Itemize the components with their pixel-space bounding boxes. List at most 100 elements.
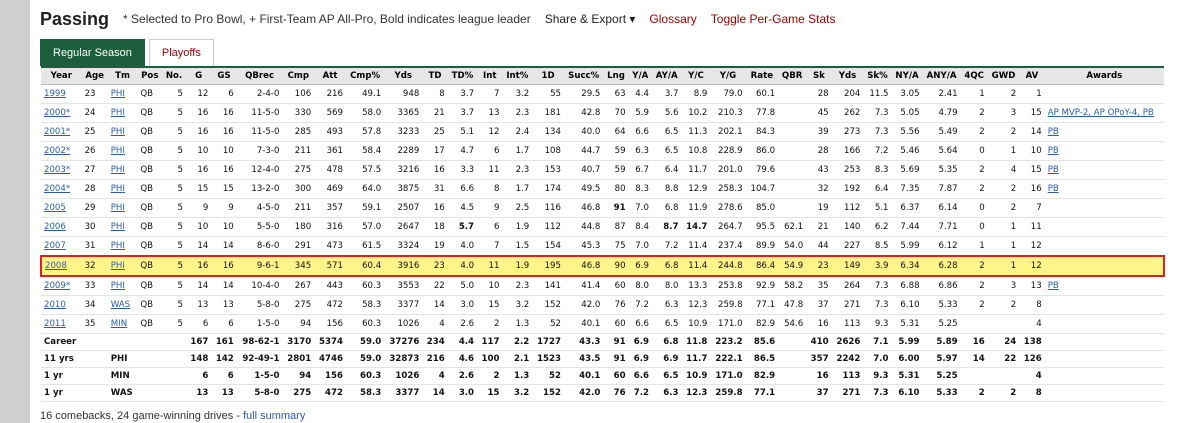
table-cell[interactable]: PHI xyxy=(107,103,138,123)
table-cell: 43.5 xyxy=(564,350,604,368)
table-cell[interactable]: 2002* xyxy=(41,141,82,161)
table-cell[interactable]: 2006 xyxy=(41,217,82,237)
table-cell: 2 xyxy=(477,367,503,385)
table-cell: 142 xyxy=(211,350,237,368)
table-cell[interactable]: PHI xyxy=(107,276,138,296)
table-cell: 569 xyxy=(314,103,346,123)
table-cell: 15 xyxy=(477,295,503,315)
table-cell: 58.3 xyxy=(345,295,385,315)
table-cell[interactable]: 2004* xyxy=(41,179,82,199)
table-cell: 253.8 xyxy=(710,276,746,296)
table-cell: 91 xyxy=(603,350,629,368)
table-cell[interactable]: 2003* xyxy=(41,160,82,180)
table-cell: 6.5 xyxy=(651,367,682,385)
table-cell: 60.3 xyxy=(345,367,385,385)
table-cell[interactable]: PHI xyxy=(107,84,138,104)
table-cell: 3377 xyxy=(384,384,423,402)
table-cell[interactable]: PB xyxy=(1044,141,1164,161)
table-cell: 4 xyxy=(422,314,448,334)
table-cell[interactable]: 2008 xyxy=(40,255,82,277)
table-cell: 60.3 xyxy=(345,314,385,334)
table-row: 2009* 33 PHI QB 5 14 14 10-4-0 267 443 60.3 3553 22 5… xyxy=(41,276,1164,296)
table-cell: 11 xyxy=(477,255,503,277)
table-cell[interactable]: 2010 xyxy=(41,295,82,315)
table-cell: 3.05 xyxy=(891,84,923,104)
glossary-link[interactable]: Glossary xyxy=(649,12,697,26)
table-cell: 5.25 xyxy=(922,314,961,334)
table-cell: 6.6 xyxy=(628,122,652,142)
table-cell: 84.3 xyxy=(745,122,779,142)
table-cell[interactable]: 2007 xyxy=(41,236,82,257)
table-cell: 5.64 xyxy=(922,141,961,161)
table-cell[interactable]: 2011 xyxy=(41,314,82,334)
table-cell[interactable]: 2000* xyxy=(41,103,82,123)
table-cell: 8.8 xyxy=(651,179,682,199)
table-cell[interactable]: PHI xyxy=(107,122,138,142)
table-cell: 4.79 xyxy=(922,103,961,123)
table-cell: 6 xyxy=(185,367,212,385)
table-cell: 100 xyxy=(477,350,503,368)
table-cell: 2 xyxy=(987,295,1020,315)
table-cell[interactable]: AP MVP-2, AP OPoY-4, PB xyxy=(1044,103,1164,123)
table-cell xyxy=(778,350,807,368)
table-cell: 1.9 xyxy=(502,255,533,277)
table-cell: 6.9 xyxy=(651,350,682,368)
table-cell xyxy=(987,314,1020,334)
table-cell[interactable]: PHI xyxy=(107,255,138,277)
table-cell: 22 xyxy=(422,276,448,296)
table-cell: 55 xyxy=(532,84,564,104)
table-cell: 9 xyxy=(211,198,237,218)
column-header: Y/A xyxy=(628,67,652,85)
table-cell[interactable]: PHI xyxy=(107,141,138,161)
table-cell: 8.5 xyxy=(863,236,892,257)
table-cell: 40.0 xyxy=(564,122,604,142)
table-cell: PHI xyxy=(107,350,138,368)
table-cell: 108 xyxy=(532,141,564,161)
table-cell: 112 xyxy=(532,217,564,237)
table-cell: 4.4 xyxy=(628,84,652,104)
table-cell: 1.7 xyxy=(502,141,533,161)
table-cell[interactable]: PHI xyxy=(107,179,138,199)
table-cell: 16 xyxy=(185,255,212,277)
table-cell[interactable]: PB xyxy=(1044,179,1164,199)
table-cell: 171.0 xyxy=(710,367,746,385)
table-cell[interactable]: PB xyxy=(1044,160,1164,180)
table-cell: 148 xyxy=(185,350,212,368)
table-cell xyxy=(162,350,186,368)
table-cell: 60.3 xyxy=(345,276,385,296)
summary-link[interactable]: full summary xyxy=(242,410,306,422)
table-cell[interactable]: PB xyxy=(1044,276,1164,296)
table-cell[interactable]: PHI xyxy=(107,236,138,257)
table-cell[interactable]: MIN xyxy=(107,314,138,334)
table-cell xyxy=(960,367,988,385)
table-cell: 2.2 xyxy=(502,333,533,351)
note: * Selected to Pro Bowl, + First-Team AP … xyxy=(123,12,531,26)
table-cell[interactable]: 2005 xyxy=(41,198,82,218)
column-header: QBrec xyxy=(236,67,283,85)
table-cell xyxy=(778,122,807,142)
table-cell: 153 xyxy=(532,160,564,180)
table-cell[interactable]: 1999 xyxy=(41,84,82,104)
table-cell: 44 xyxy=(806,236,832,257)
tab[interactable]: Playoffs xyxy=(148,39,214,66)
table-cell: 10-4-0 xyxy=(236,276,283,296)
table-cell[interactable]: PHI xyxy=(107,217,138,237)
table-cell: QB xyxy=(137,236,163,257)
table-cell[interactable]: WAS xyxy=(107,295,138,315)
main: Passing * Selected to Pro Bowl, + First-… xyxy=(40,0,1170,422)
table-cell[interactable]: 2001* xyxy=(41,122,82,142)
table-cell xyxy=(778,141,807,161)
table-cell[interactable]: 2009* xyxy=(41,276,82,296)
table-cell[interactable]: PHI xyxy=(107,160,138,180)
share-link[interactable]: Share & Export ▾ xyxy=(544,12,636,26)
table-cell xyxy=(162,367,186,385)
table-cell: QB xyxy=(137,103,163,123)
stats-table: Year Age Tm Pos No. G GS QBrec Cmp Att Cmp% Yds TD TD… xyxy=(40,66,1166,402)
toggle-link[interactable]: Toggle Per-Game Stats xyxy=(710,12,836,26)
table-cell[interactable]: PHI xyxy=(107,198,138,218)
table-cell[interactable]: PB xyxy=(1044,122,1164,142)
table-cell: 7 xyxy=(1019,198,1045,218)
table-cell: 45 xyxy=(806,103,832,123)
tab[interactable]: Regular Season xyxy=(40,39,145,66)
